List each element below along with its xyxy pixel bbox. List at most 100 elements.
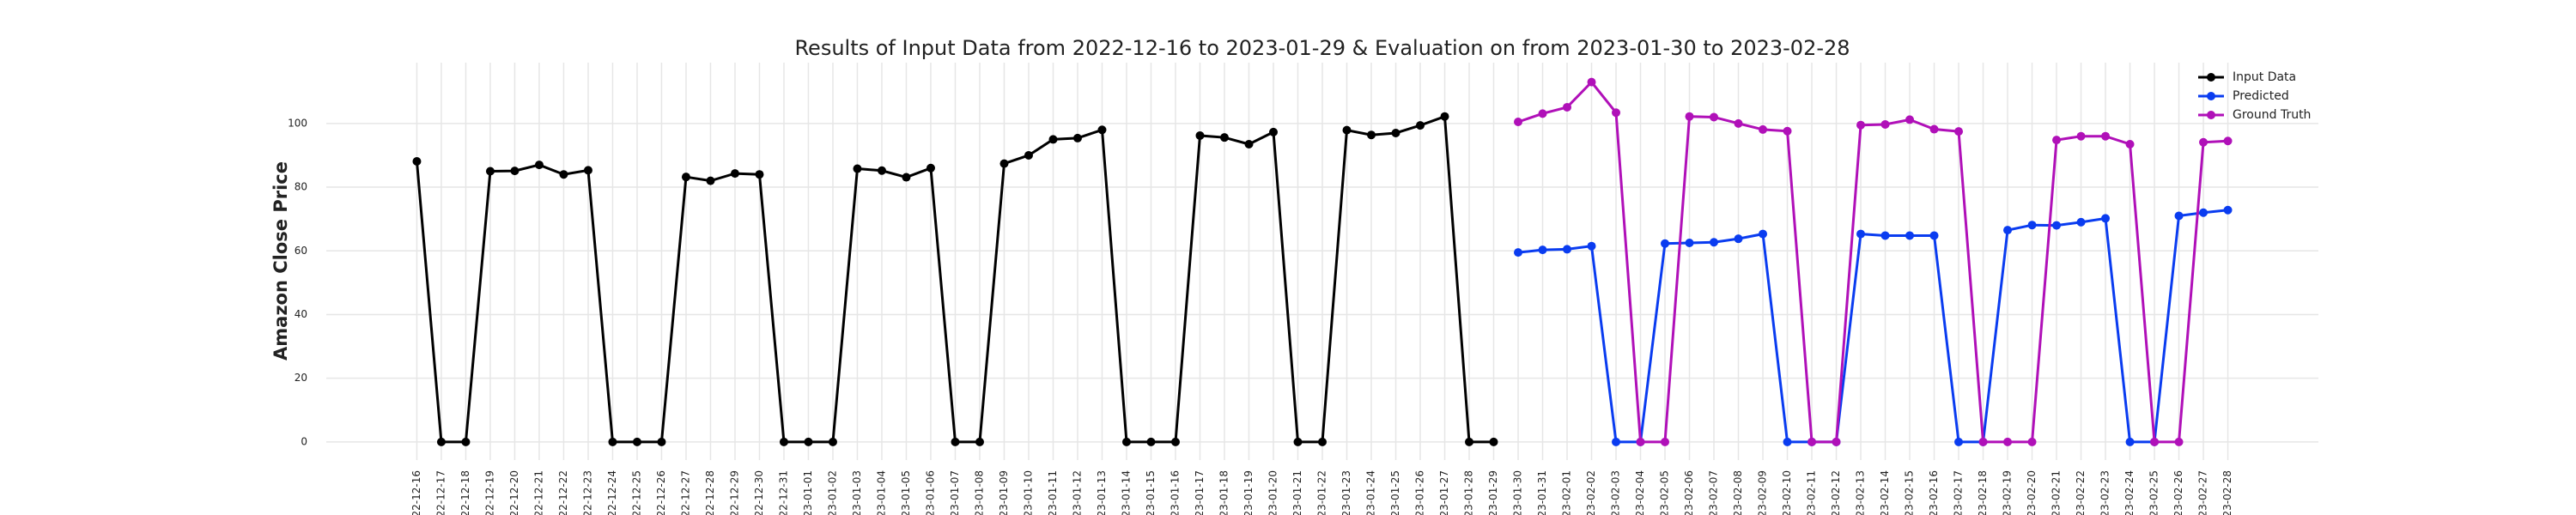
data-point: [534, 161, 544, 170]
data-point: [1710, 112, 1719, 122]
data-point: [975, 437, 984, 446]
x-tick-label: 2023-01-28: [1463, 470, 1475, 515]
x-tick-label: 2023-01-05: [900, 470, 912, 515]
y-tick-label: 80: [295, 181, 307, 193]
data-point: [2076, 131, 2086, 141]
legend-label: Input Data: [2233, 70, 2296, 84]
data-point: [1685, 112, 1694, 121]
x-tick-label: 2022-12-19: [483, 470, 495, 515]
data-point: [1268, 127, 1278, 136]
grid: [326, 63, 2318, 460]
data-point: [559, 170, 568, 179]
chart-title: Results of Input Data from 2022-12-16 to…: [794, 36, 1850, 60]
data-point: [1391, 128, 1400, 137]
data-point: [1416, 121, 1425, 130]
data-point: [2101, 214, 2111, 223]
x-tick-label: 2023-01-17: [1194, 470, 1206, 515]
x-tick-label: 2022-12-28: [704, 470, 716, 515]
data-point: [1538, 109, 1547, 118]
data-point: [1685, 238, 1694, 247]
x-tick-label: 2023-01-22: [1316, 470, 1328, 515]
x-tick-label: 2023-01-13: [1096, 470, 1108, 515]
x-tick-label: 2023-02-02: [1585, 470, 1597, 515]
data-point: [1880, 231, 1890, 240]
x-tick-label: 2022-12-21: [532, 470, 544, 515]
data-point: [1954, 437, 1964, 446]
data-point: [1612, 108, 1621, 118]
data-point: [1293, 437, 1303, 446]
x-tick-label: 2022-12-27: [679, 470, 691, 515]
x-tick-label: 2023-01-03: [851, 470, 863, 515]
x-tick-label: 2022-12-20: [508, 470, 520, 515]
x-tick-label: 2022-12-18: [459, 470, 471, 515]
x-tick-label: 2023-01-26: [1414, 470, 1426, 515]
data-point: [485, 167, 495, 176]
x-tick-label: 2023-01-04: [875, 470, 887, 515]
data-point: [657, 437, 666, 446]
x-tick-label: 2023-02-04: [1634, 470, 1646, 515]
x-tick-label: 2022-12-26: [655, 470, 667, 515]
x-tick-label: 2023-01-16: [1169, 470, 1181, 515]
data-point: [2150, 437, 2160, 446]
data-point: [1783, 126, 1792, 136]
data-point: [2003, 437, 2013, 446]
x-tick-label: 2022-12-16: [410, 470, 422, 515]
data-point: [1489, 437, 1498, 446]
x-tick-label: 2023-01-12: [1071, 470, 1083, 515]
x-tick-label: 2023-01-14: [1120, 470, 1132, 515]
x-tick-label: 2022-12-24: [606, 470, 618, 515]
x-tick-label: 2022-12-25: [630, 470, 642, 515]
data-point: [1367, 130, 1376, 140]
y-tick-label: 100: [288, 117, 307, 129]
data-point: [1440, 112, 1449, 121]
data-point: [2174, 211, 2184, 221]
legend-marker: [2207, 111, 2215, 119]
data-point: [1465, 437, 1474, 446]
data-point: [2199, 137, 2208, 147]
data-point: [2052, 136, 2062, 145]
x-tick-label: 2023-01-29: [1487, 470, 1499, 515]
data-point: [461, 437, 471, 446]
data-point: [412, 157, 422, 167]
y-tick-label: 20: [295, 372, 307, 384]
x-tick-label: 2023-01-06: [924, 470, 936, 515]
data-point: [804, 437, 813, 446]
data-point: [1759, 229, 1768, 239]
data-point: [1342, 125, 1352, 135]
y-tick-label: 40: [295, 308, 307, 320]
data-point: [632, 437, 641, 446]
x-tick-label: 2023-02-11: [1806, 470, 1818, 515]
data-point: [1048, 135, 1058, 144]
data-point: [1195, 130, 1205, 140]
data-point: [1734, 118, 1743, 128]
data-point: [1880, 119, 1890, 129]
y-tick-label: 0: [301, 435, 307, 447]
data-point: [2101, 131, 2111, 141]
data-point: [1905, 231, 1915, 240]
x-tick-label: 2023-02-26: [2172, 470, 2184, 515]
data-point: [1954, 127, 1964, 136]
data-point: [951, 437, 960, 446]
x-tick-label: 2023-01-15: [1145, 470, 1157, 515]
x-tick-label: 2022-12-30: [753, 470, 765, 515]
x-tick-label: 2023-02-23: [2099, 470, 2111, 515]
data-point: [706, 176, 715, 185]
data-point: [1538, 245, 1547, 255]
x-tick-label: 2023-02-20: [2026, 470, 2038, 515]
data-point: [853, 164, 862, 173]
x-tick-label: 2022-12-23: [581, 470, 593, 515]
x-tick-label: 2023-02-21: [2050, 470, 2063, 515]
x-tick-label: 2023-01-18: [1218, 470, 1230, 515]
data-point: [1734, 234, 1743, 244]
data-point: [2027, 221, 2037, 230]
x-tick-label: 2023-01-19: [1242, 470, 1255, 515]
data-point: [2125, 437, 2135, 446]
data-point: [1710, 238, 1719, 247]
x-tick-label: 2023-02-19: [2002, 470, 2014, 515]
x-tick-label: 2023-02-22: [2075, 470, 2087, 515]
x-tick-label: 2023-01-10: [1022, 470, 1034, 515]
x-tick-label: 2023-01-11: [1047, 470, 1059, 515]
x-tick-label: 2023-02-17: [1953, 470, 1965, 515]
data-point: [1856, 120, 1866, 130]
